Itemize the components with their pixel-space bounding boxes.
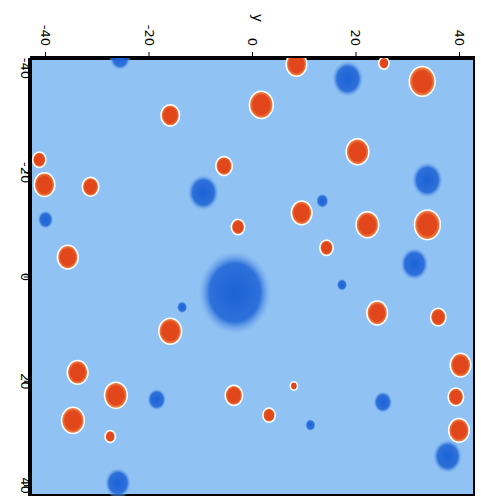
svg-text:20: 20 — [18, 373, 33, 390]
svg-text:20: 20 — [348, 29, 363, 46]
svg-text:-20: -20 — [18, 162, 33, 183]
svg-text:40: 40 — [18, 477, 33, 494]
svg-text:0: 0 — [245, 38, 260, 46]
svg-text:40: 40 — [452, 29, 467, 46]
svg-text:-40: -40 — [18, 58, 33, 79]
svg-text:-20: -20 — [142, 25, 157, 46]
svg-text:-40: -40 — [38, 25, 53, 46]
svg-text:y: y — [250, 14, 266, 22]
svg-text:0: 0 — [18, 273, 33, 281]
